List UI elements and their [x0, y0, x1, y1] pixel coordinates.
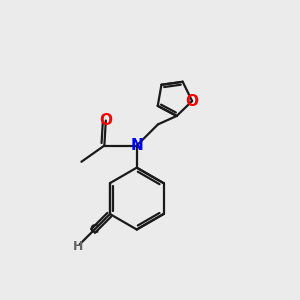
Text: O: O	[186, 94, 199, 109]
Text: O: O	[99, 113, 112, 128]
Text: H: H	[73, 240, 83, 253]
Text: C: C	[90, 223, 99, 236]
Text: N: N	[130, 138, 143, 153]
